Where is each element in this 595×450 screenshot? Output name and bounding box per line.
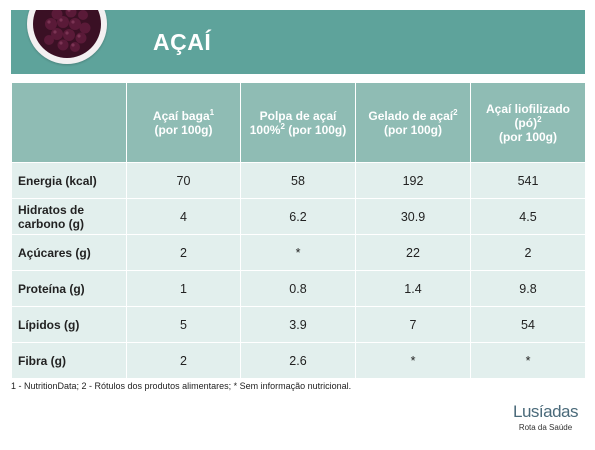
column-label: Açaí liofilizado (pó): [485, 101, 570, 130]
nutrition-table: Açaí baga1 (por 100g) Polpa de açaí 100%…: [11, 82, 586, 379]
table-cell: 22: [355, 234, 471, 271]
column-label: Polpa de açaí 100%: [249, 108, 337, 137]
table-cell: *: [355, 342, 471, 379]
footnote: 1 - NutritionData; 2 - Rótulos dos produ…: [11, 381, 352, 391]
column-unit: (por 100g): [383, 122, 442, 137]
table-cell: *: [240, 234, 356, 271]
table-cell: 54: [470, 306, 586, 343]
column-unit: (por 100g): [498, 129, 557, 144]
table-cell: 2.6: [240, 342, 356, 379]
footnote-ref: 2: [453, 107, 458, 117]
row-label: Açúcares (g): [11, 234, 127, 271]
column-unit: (por 100g): [154, 122, 213, 137]
table-cell: 192: [355, 162, 471, 199]
row-label: Hidratos de carbono (g): [11, 198, 127, 235]
column-header: Açaí baga1 (por 100g): [126, 82, 241, 163]
table-cell: 541: [470, 162, 586, 199]
footnote-ref: 2: [280, 121, 285, 131]
table-header-row: Açaí baga1 (por 100g) Polpa de açaí 100%…: [11, 82, 586, 163]
table-cell: 0.8: [240, 270, 356, 307]
logo-tagline: Rota da Saúde: [518, 423, 573, 432]
row-label: Lípidos (g): [11, 306, 127, 343]
table-cell: 2: [126, 234, 241, 271]
column-header-empty: [11, 82, 127, 163]
table-row: Açúcares (g) 2 * 22 2: [11, 234, 586, 271]
table-cell: 3.9: [240, 306, 356, 343]
column-label: Gelado de açaí: [368, 108, 454, 123]
table-cell: 6.2: [240, 198, 356, 235]
column-header: Gelado de açaí2 (por 100g): [355, 82, 471, 163]
footnote-ref: 2: [537, 114, 542, 124]
table-cell: 1: [126, 270, 241, 307]
table-cell: 58: [240, 162, 356, 199]
column-header: Açaí liofilizado (pó)2 (por 100g): [470, 82, 586, 163]
column-unit: (por 100g): [288, 122, 347, 137]
table-cell: 30.9: [355, 198, 471, 235]
table-row: Proteína (g) 1 0.8 1.4 9.8: [11, 270, 586, 307]
table-cell: 1.4: [355, 270, 471, 307]
row-label: Fibra (g): [11, 342, 127, 379]
lusiadas-logo: Lusíadas Rota da Saúde: [513, 402, 579, 432]
column-header: Polpa de açaí 100%2 (por 100g): [240, 82, 356, 163]
table-cell: 2: [470, 234, 586, 271]
table-cell: 4.5: [470, 198, 586, 235]
table-row: Energia (kcal) 70 58 192 541: [11, 162, 586, 199]
table-row: Hidratos de carbono (g) 4 6.2 30.9 4.5: [11, 198, 586, 235]
row-label: Proteína (g): [11, 270, 127, 307]
table-cell: 5: [126, 306, 241, 343]
row-label: Energia (kcal): [11, 162, 127, 199]
table-cell: 9.8: [470, 270, 586, 307]
table-cell: 4: [126, 198, 241, 235]
header-banner: AÇAÍ: [11, 10, 585, 74]
table-cell: *: [470, 342, 586, 379]
page-title: AÇAÍ: [153, 29, 212, 55]
table-cell: 70: [126, 162, 241, 199]
logo-brand: Lusíadas: [513, 402, 579, 421]
table-row: Lípidos (g) 5 3.9 7 54: [11, 306, 586, 343]
table-cell: 7: [355, 306, 471, 343]
table-cell: 2: [126, 342, 241, 379]
footnote-ref: 1: [209, 107, 215, 117]
row-label-text: Hidratos de carbono (g): [18, 202, 85, 231]
column-label: Açaí baga: [152, 108, 210, 123]
acai-bowl-icon: [27, 10, 107, 64]
table-row: Fibra (g) 2 2.6 * *: [11, 342, 586, 379]
